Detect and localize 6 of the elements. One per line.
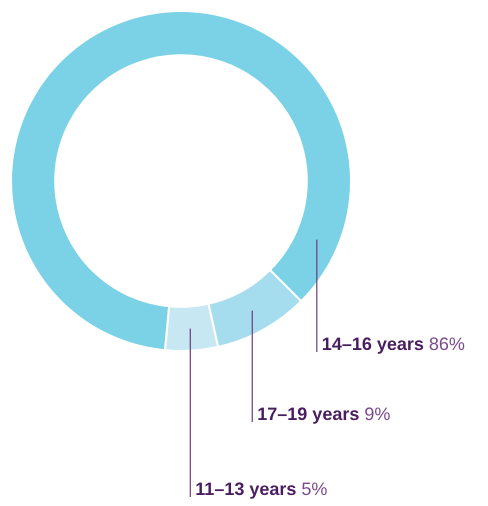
data-label: 9% bbox=[364, 404, 390, 424]
slice-label: 14–16 years bbox=[322, 334, 424, 354]
slice-label: 17–19 years bbox=[257, 404, 360, 424]
data-label: 5% bbox=[301, 479, 328, 499]
data-label: 86% bbox=[428, 334, 465, 354]
slice-label: 11–13 years bbox=[195, 479, 296, 499]
